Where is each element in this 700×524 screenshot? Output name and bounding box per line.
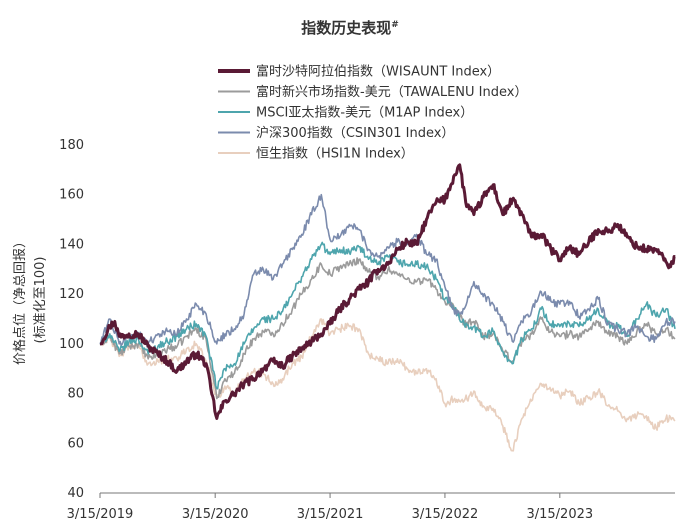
chart-title-main: 指数历史表现 [301, 19, 391, 37]
legend-label: MSCI亚太指数-美元（M1AP Index） [256, 106, 473, 121]
series-line [100, 241, 676, 390]
x-axis: 3/15/2019 3/15/2020 3/15/2021 3/15/2022 3/15… [67, 493, 593, 522]
legend-label: 沪深300指数（CSIN301 Index） [256, 125, 454, 141]
y-axis-label-line1: 价格点位（净总回报） [12, 235, 28, 365]
y-tick-label: 80 [67, 387, 84, 402]
y-axis-title: 价格点位（净总回报） (标准化至100) [12, 235, 48, 365]
x-tick-label: 3/15/2019 [67, 507, 134, 522]
chart-title: 指数历史表现# [301, 19, 399, 37]
x-tick-label: 3/15/2022 [412, 507, 479, 522]
series-line [99, 257, 676, 400]
x-tick-label: 3/15/2021 [297, 507, 364, 522]
x-tick-label: 3/15/2023 [526, 507, 593, 522]
x-tick-label: 3/15/2020 [182, 507, 249, 522]
legend-label: 恒生指数（HSI1N Index） [256, 147, 414, 162]
legend-label: 富时沙特阿拉伯指数（WISAUNT Index） [256, 64, 500, 80]
plot-area [99, 163, 676, 452]
y-tick-label: 60 [67, 436, 84, 451]
series-line [99, 163, 676, 420]
series-line [99, 193, 676, 348]
chart-title-superscript: # [391, 20, 399, 30]
y-tick-label: 100 [59, 337, 84, 352]
legend: 富时沙特阿拉伯指数（WISAUNT Index） 富时新兴市场指数-美元（TAWA… [218, 64, 527, 162]
legend-label: 富时新兴市场指数-美元（TAWALENU Index） [256, 84, 527, 100]
y-axis-label-line2: (标准化至100) [33, 257, 48, 344]
y-tick-label: 40 [67, 486, 84, 501]
y-tick-label: 140 [59, 237, 84, 252]
y-tick-label: 120 [59, 287, 84, 302]
y-tick-label: 180 [59, 138, 84, 153]
series-line [99, 318, 676, 452]
y-axis: 40 60 80 100 120 140 160 180 [59, 138, 84, 501]
y-tick-label: 160 [59, 188, 84, 203]
